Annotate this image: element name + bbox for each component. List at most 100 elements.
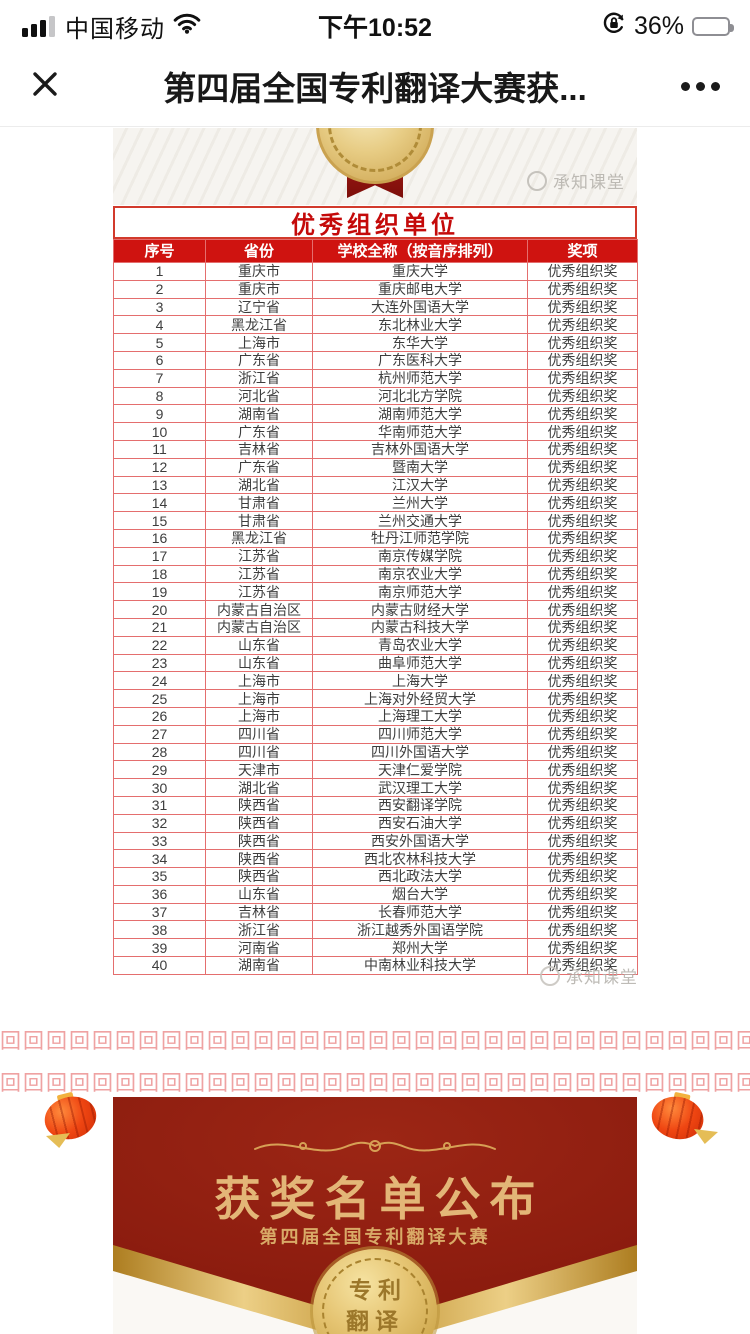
table-cell: 优秀组织奖 [527, 671, 638, 691]
table-cell: 优秀组织奖 [527, 422, 638, 441]
table-cell: 优秀组织奖 [527, 439, 638, 459]
table-cell: 优秀组织奖 [527, 778, 638, 797]
table-cell: 上海对外经贸大学 [312, 689, 528, 708]
section-title-box: 优秀组织单位 [113, 206, 637, 239]
table-cell: 优秀组织奖 [527, 689, 638, 708]
table-cell: 陕西省 [205, 849, 313, 869]
table-cell: 8 [113, 386, 206, 406]
table-cell: 6 [113, 350, 206, 370]
table-cell: 优秀组织奖 [527, 813, 638, 833]
table-cell: 优秀组织奖 [527, 333, 638, 352]
table-cell: 19 [113, 582, 206, 602]
table-cell: 31 [113, 795, 206, 815]
meander-border-bottom: 回回回回回回回回回回回回回回回回回回回回回回回回回回回回回回回回回回回回回回回回… [0, 1073, 750, 1094]
table-cell: 35 [113, 867, 206, 886]
wifi-icon [173, 13, 201, 39]
table-cell: 辽宁省 [205, 297, 313, 317]
table-row: 34 陕西省 西北农林科技大学 优秀组织奖 [113, 849, 638, 869]
table-row: 20 内蒙古自治区 内蒙古财经大学 优秀组织奖 [113, 600, 638, 619]
table-cell: 18 [113, 564, 206, 584]
table-cell: 优秀组织奖 [527, 724, 638, 744]
table-cell: 重庆邮电大学 [312, 279, 528, 299]
col-header-award: 奖项 [527, 239, 638, 263]
table-cell: 江苏省 [205, 564, 313, 584]
table-cell: 南京传媒学院 [312, 546, 528, 566]
status-bar: 中国移动 下午10:52 36% [0, 0, 750, 46]
table-cell: 浙江省 [205, 920, 313, 940]
table-cell: 吉林省 [205, 439, 313, 459]
table-cell: 上海市 [205, 689, 313, 708]
table-cell: 浙江越秀外国语学院 [312, 920, 528, 940]
table-cell: 33 [113, 831, 206, 851]
table-cell: 优秀组织奖 [527, 564, 638, 584]
table-cell: 青岛农业大学 [312, 635, 528, 655]
banner-card: 获奖名单公布 第四届全国专利翻译大赛 [113, 1097, 637, 1334]
table-cell: 杭州师范大学 [312, 368, 528, 388]
table-cell: 大连外国语大学 [312, 297, 528, 317]
table-cell: 7 [113, 368, 206, 388]
table-cell: 西安石油大学 [312, 813, 528, 833]
table-row: 24 上海市 上海大学 优秀组织奖 [113, 671, 638, 691]
table-cell: 优秀组织奖 [527, 297, 638, 317]
battery-percent-label: 36% [633, 11, 684, 40]
table-cell: 13 [113, 475, 206, 495]
table-cell: 12 [113, 457, 206, 477]
table-cell: 38 [113, 920, 206, 940]
table-cell: 陕西省 [205, 831, 313, 851]
table-cell: 21 [113, 617, 206, 637]
table-cell: 上海大学 [312, 671, 528, 691]
table-cell: 优秀组织奖 [527, 528, 638, 548]
watermark-logo-icon [527, 170, 547, 191]
table-cell: 内蒙古自治区 [205, 617, 313, 637]
table-row: 4 黑龙江省 东北林业大学 优秀组织奖 [113, 315, 638, 335]
table-row: 21 内蒙古自治区 内蒙古科技大学 优秀组织奖 [113, 617, 638, 637]
table-cell: 兰州大学 [312, 493, 528, 513]
table-cell: 东北林业大学 [312, 315, 528, 335]
brand-watermark: 承知课堂 [527, 168, 625, 193]
table-cell: 优秀组织奖 [527, 849, 638, 869]
more-menu-icon[interactable] [681, 81, 720, 91]
table-cell: 甘肃省 [205, 493, 313, 513]
table-cell: 内蒙古科技大学 [312, 617, 528, 637]
rotation-lock-icon [601, 11, 626, 41]
col-header-index: 序号 [113, 239, 206, 263]
table-cell: 江苏省 [205, 546, 313, 566]
close-icon[interactable] [30, 69, 60, 104]
table-row: 1 重庆市 重庆大学 优秀组织奖 [113, 262, 638, 281]
table-cell: 四川师范大学 [312, 724, 528, 744]
table-cell: 四川外国语大学 [312, 742, 528, 762]
col-header-province: 省份 [205, 239, 313, 263]
seal-label: 专利 翻译 [346, 1277, 407, 1334]
table-cell: 优秀组织奖 [527, 457, 638, 477]
table-cell: 烟台大学 [312, 884, 528, 904]
table-cell: 内蒙古财经大学 [312, 600, 528, 619]
table-cell: 32 [113, 813, 206, 833]
table-cell: 优秀组织奖 [527, 938, 638, 958]
table-cell: 4 [113, 315, 206, 335]
table-cell: 江汉大学 [312, 475, 528, 495]
page-title: 第四届全国专利翻译大赛获... [163, 70, 587, 107]
table-cell: 天津市 [205, 760, 313, 780]
table-cell: 陕西省 [205, 867, 313, 886]
award-banner-section: 获奖名单公布 第四届全国专利翻译大赛 [0, 1091, 750, 1334]
article-content: 承知课堂 优秀组织单位 序号 省份 学校全称（按音序排列） 奖项 1 重庆市 重庆大… [0, 128, 750, 1334]
table-cell: 广东省 [205, 350, 313, 370]
award-table: 序号 省份 学校全称（按音序排列） 奖项 1 重庆市 重庆大学 优秀组织奖 2 重庆市 重庆… [113, 239, 638, 975]
table-cell: 优秀组织奖 [527, 653, 638, 673]
table-cell: 陕西省 [205, 795, 313, 815]
brand-watermark: 承知课堂 [540, 963, 638, 988]
envelope-flap-graphic [113, 1097, 637, 1334]
table-cell: 优秀组织奖 [527, 350, 638, 370]
table-row: 3 辽宁省 大连外国语大学 优秀组织奖 [113, 297, 638, 317]
carrier-label: 中国移动 [65, 15, 165, 43]
table-cell: 上海市 [205, 671, 313, 691]
table-cell: 优秀组织奖 [527, 760, 638, 780]
watermark-label: 承知课堂 [566, 968, 638, 987]
table-cell: 11 [113, 439, 206, 459]
table-cell: 山东省 [205, 653, 313, 673]
table-cell: 优秀组织奖 [527, 262, 638, 281]
table-cell: 优秀组织奖 [527, 706, 638, 726]
table-cell: 优秀组织奖 [527, 386, 638, 406]
table-cell: 优秀组织奖 [527, 884, 638, 904]
table-cell: 上海理工大学 [312, 706, 528, 726]
